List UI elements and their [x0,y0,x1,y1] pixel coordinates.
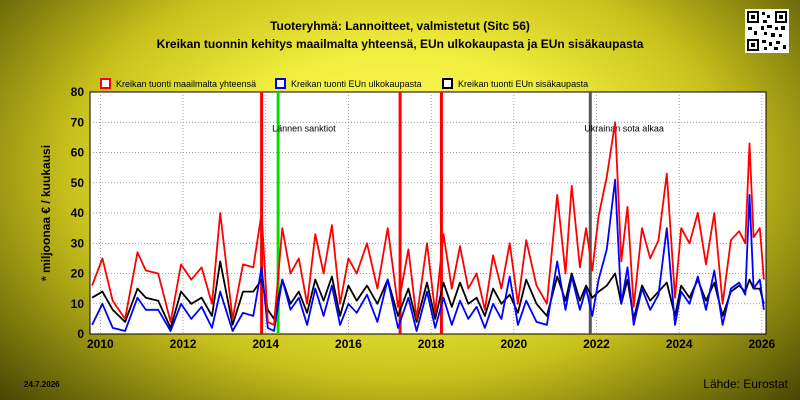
y-tick-label: 80 [71,85,85,99]
legend-item-extra-eu: Kreikan tuonti EUn ulkokaupasta [275,78,422,89]
y-axis-label: * miljoonaa € / kuukausi [39,145,53,281]
legend-item-world: Kreikan tuonti maailmalta yhteensä [100,78,256,89]
x-tick-label: 2010 [87,337,114,351]
y-tick-label: 0 [77,327,84,341]
x-tick-label: 2026 [749,337,776,351]
chart-title: Tuoteryhmä: Lannoitteet, valmistetut (Si… [270,19,530,33]
y-tick-label: 40 [71,206,85,220]
y-tick-label: 70 [71,115,85,129]
y-tick-label: 10 [71,297,85,311]
y-tick-label: 50 [71,176,85,190]
qr-code-icon [745,9,789,53]
legend-swatch-red [100,78,111,89]
y-tick-label: 60 [71,146,85,160]
x-tick-label: 2022 [583,337,610,351]
legend-item-intra-eu: Kreikan tuonti EUn sisäkaupasta [442,78,588,89]
x-tick-label: 2020 [500,337,527,351]
x-tick-label: 2024 [666,337,693,351]
chart-subtitle: Kreikan tuonnin kehitys maailmalta yhtee… [156,37,644,51]
x-tick-label: 2018 [418,337,445,351]
event-label: Ukrainan sota alkaa [584,123,664,133]
y-tick-label: 30 [71,236,85,250]
x-tick-label: 2016 [335,337,362,351]
source-label: Lähde: Eurostat [703,377,788,391]
event-label: Lännen sanktiot [272,123,336,133]
legend-swatch-blue [275,78,286,89]
legend-label: Kreikan tuonti EUn sisäkaupasta [458,79,589,89]
legend-swatch-black [442,78,453,89]
y-tick-label: 20 [71,267,85,281]
series-line [91,178,765,332]
date-label: 24.7.2026 [24,380,60,389]
x-tick-label: 2014 [252,337,279,351]
x-tick-label: 2012 [170,337,197,351]
legend-label: Kreikan tuonti maailmalta yhteensä [116,79,257,89]
legend-label: Kreikan tuonti EUn ulkokaupasta [291,79,422,89]
series-line [91,121,765,326]
